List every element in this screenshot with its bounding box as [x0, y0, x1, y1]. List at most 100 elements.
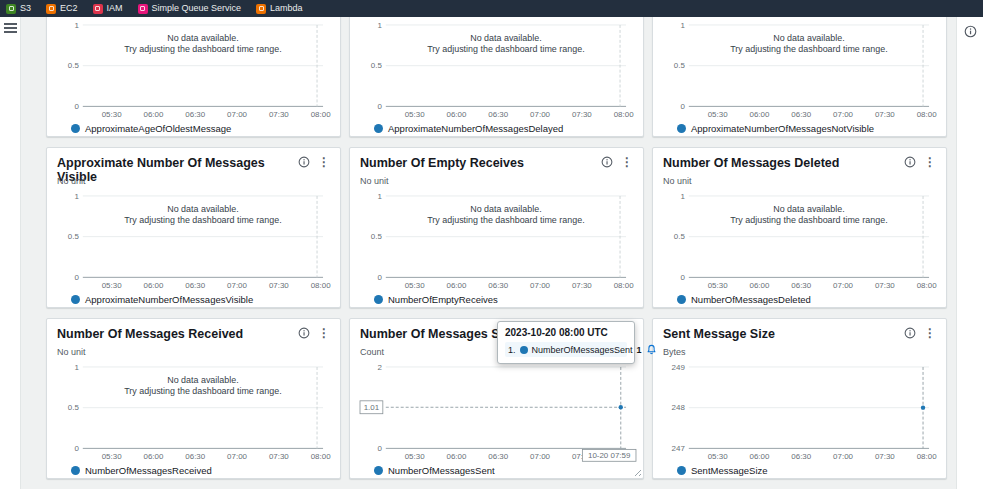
metric-widget: Number Of Messages Deleted ⋮ No unit 10.…: [652, 147, 947, 308]
svg-text:06:30: 06:30: [488, 110, 508, 119]
legend[interactable]: SentMessageSize: [663, 462, 936, 478]
widget-header: Number Of Messages Received ⋮: [57, 327, 330, 347]
widget-title: Number Of Empty Receives: [360, 156, 524, 170]
svg-text:07:30: 07:30: [269, 281, 289, 290]
legend[interactable]: NumberOfMessagesSent: [360, 462, 633, 478]
nav-service-item[interactable]: Simple Queue Service: [138, 4, 242, 14]
chart-plot-area[interactable]: 2005:3006:0006:3007:0007:3008:001.0110-2…: [360, 359, 633, 462]
help-info-icon[interactable]: [964, 25, 977, 38]
chart-plot-area[interactable]: 10.5005:3006:0006:3007:0007:3008:00No da…: [663, 188, 936, 291]
svg-text:Try adjusting the dashboard ti: Try adjusting the dashboard time range.: [730, 215, 887, 225]
chart-plot-area[interactable]: 10.5005:3006:0006:3007:0007:3008:00No da…: [360, 188, 633, 291]
chart-plot-area[interactable]: 10.5005:3006:0006:3007:0007:3008:00No da…: [57, 359, 330, 462]
svg-text:0: 0: [377, 273, 382, 282]
svg-text:05:30: 05:30: [102, 452, 122, 461]
svg-text:0: 0: [377, 444, 382, 453]
svg-text:06:00: 06:00: [447, 452, 467, 461]
svg-text:06:30: 06:30: [791, 452, 811, 461]
widget-info-icon[interactable]: [904, 156, 916, 168]
svg-text:0: 0: [74, 444, 79, 453]
hamburger-menu-icon[interactable]: [4, 23, 17, 33]
nav-service-item[interactable]: EC2: [46, 4, 78, 14]
widget-title: Number Of Messages Deleted: [663, 156, 839, 170]
svg-text:248: 248: [672, 403, 686, 412]
svg-text:08:00: 08:00: [311, 452, 331, 461]
legend[interactable]: ApproximateNumberOfMessagesDelayed: [360, 120, 633, 136]
legend[interactable]: ApproximateNumberOfMessagesVisible: [57, 291, 330, 307]
widget-menu-dots-icon[interactable]: ⋮: [924, 156, 936, 168]
legend-color-dot: [71, 466, 80, 475]
widget-info-icon[interactable]: [298, 156, 310, 168]
svg-text:06:30: 06:30: [488, 452, 508, 461]
chart-plot-area[interactable]: 10.5005:3006:0006:3007:0007:3008:00No da…: [360, 17, 633, 120]
nav-item-label: IAM: [107, 4, 123, 13]
legend-label: NumberOfMessagesDeleted: [691, 294, 811, 305]
legend-label: NumberOfMessagesSent: [388, 465, 495, 476]
widget-info-icon[interactable]: [298, 327, 310, 339]
svg-text:05:30: 05:30: [708, 110, 728, 119]
svg-text:Try adjusting the dashboard ti: Try adjusting the dashboard time range.: [427, 215, 584, 225]
widget-menu-dots-icon[interactable]: ⋮: [621, 156, 633, 168]
svg-text:Try adjusting the dashboard ti: Try adjusting the dashboard time range.: [124, 44, 281, 54]
svg-text:No data available.: No data available.: [167, 33, 238, 43]
widget-resize-handle[interactable]: [632, 467, 641, 476]
svg-text:06:30: 06:30: [791, 281, 811, 290]
dashboard-widget-grid: ⋮ 10.5005:3006:0006:3007:0007:3008:00No …: [46, 0, 947, 479]
nav-service-item[interactable]: Lambda: [256, 4, 303, 14]
widget-header: Number Of Empty Receives ⋮: [360, 156, 633, 176]
svg-text:07:30: 07:30: [875, 281, 895, 290]
widget-header: Sent Message Size ⋮: [663, 327, 936, 347]
widget-info-icon[interactable]: [601, 156, 613, 168]
svg-text:0.5: 0.5: [68, 232, 80, 241]
svg-text:06:30: 06:30: [185, 452, 205, 461]
legend[interactable]: ApproximateNumberOfMessagesNotVisible: [663, 120, 936, 136]
svg-text:07:00: 07:00: [227, 452, 247, 461]
svg-text:Try adjusting the dashboard ti: Try adjusting the dashboard time range.: [730, 44, 887, 54]
svg-text:07:00: 07:00: [833, 281, 853, 290]
svg-text:05:30: 05:30: [708, 452, 728, 461]
chart-plot-area[interactable]: 24924824705:3006:0006:3007:0007:3008:00: [663, 359, 936, 462]
svg-text:08:00: 08:00: [917, 281, 937, 290]
tooltip-series-color-dot: [520, 346, 528, 354]
chart-plot-area[interactable]: 10.5005:3006:0006:3007:0007:3008:00No da…: [57, 17, 330, 120]
svg-text:07:00: 07:00: [530, 452, 550, 461]
tooltip-timestamp: 2023-10-20 08:00 UTC: [505, 327, 627, 338]
svg-text:06:00: 06:00: [447, 281, 467, 290]
svg-text:No data available.: No data available.: [470, 33, 541, 43]
widget-menu-dots-icon[interactable]: ⋮: [318, 156, 330, 168]
widget-menu-dots-icon[interactable]: ⋮: [318, 327, 330, 339]
svg-text:0.5: 0.5: [68, 61, 80, 70]
legend-color-dot: [677, 466, 686, 475]
svg-text:08:00: 08:00: [311, 110, 331, 119]
y-axis-unit-label: No unit: [663, 176, 936, 188]
widget-menu-dots-icon[interactable]: ⋮: [924, 327, 936, 339]
left-sidebar-rail: [0, 17, 21, 489]
nav-service-item[interactable]: IAM: [93, 4, 123, 14]
legend[interactable]: NumberOfEmptyReceives: [360, 291, 633, 307]
chart-plot-area[interactable]: 10.5005:3006:0006:3007:0007:3008:00No da…: [57, 188, 330, 291]
legend[interactable]: NumberOfMessagesDeleted: [663, 291, 936, 307]
svg-text:Try adjusting the dashboard ti: Try adjusting the dashboard time range.: [124, 386, 281, 396]
nav-service-item[interactable]: S3: [6, 4, 31, 14]
create-alarm-bell-icon[interactable]: [646, 344, 657, 355]
svg-text:0.5: 0.5: [371, 61, 383, 70]
y-axis-unit-label: No unit: [57, 176, 330, 188]
legend[interactable]: NumberOfMessagesReceived: [57, 462, 330, 478]
lambda-service-icon: [256, 4, 266, 14]
widget-info-icon[interactable]: [904, 327, 916, 339]
metric-widget: Approximate Number Of Messages Visible ⋮…: [46, 147, 341, 308]
legend[interactable]: ApproximateAgeOfOldestMessage: [57, 120, 330, 136]
svg-text:07:30: 07:30: [875, 452, 895, 461]
legend-color-dot: [677, 124, 686, 133]
legend-label: ApproximateNumberOfMessagesDelayed: [388, 123, 563, 134]
svg-text:05:30: 05:30: [405, 110, 425, 119]
svg-text:1: 1: [377, 21, 382, 30]
svg-text:06:00: 06:00: [447, 110, 467, 119]
widget-title: Number Of Messages Received: [57, 327, 243, 341]
svg-text:07:30: 07:30: [572, 110, 592, 119]
svg-text:0.5: 0.5: [371, 232, 383, 241]
svg-text:No data available.: No data available.: [773, 33, 844, 43]
chart-plot-area[interactable]: 10.5005:3006:0006:3007:0007:3008:00No da…: [663, 17, 936, 120]
legend-label: ApproximateNumberOfMessagesVisible: [85, 294, 253, 305]
svg-text:07:00: 07:00: [530, 281, 550, 290]
